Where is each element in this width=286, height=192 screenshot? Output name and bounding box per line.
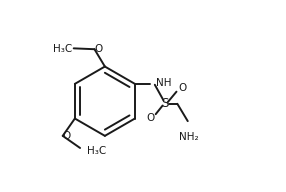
Text: S: S: [162, 97, 169, 110]
Text: NH₂: NH₂: [179, 132, 198, 142]
Text: O: O: [94, 44, 102, 54]
Text: H₃C: H₃C: [53, 44, 72, 54]
Text: H₃C: H₃C: [87, 146, 106, 156]
Text: O: O: [146, 113, 155, 123]
Text: NH: NH: [156, 78, 171, 88]
Text: O: O: [178, 83, 187, 93]
Text: O: O: [62, 131, 71, 141]
